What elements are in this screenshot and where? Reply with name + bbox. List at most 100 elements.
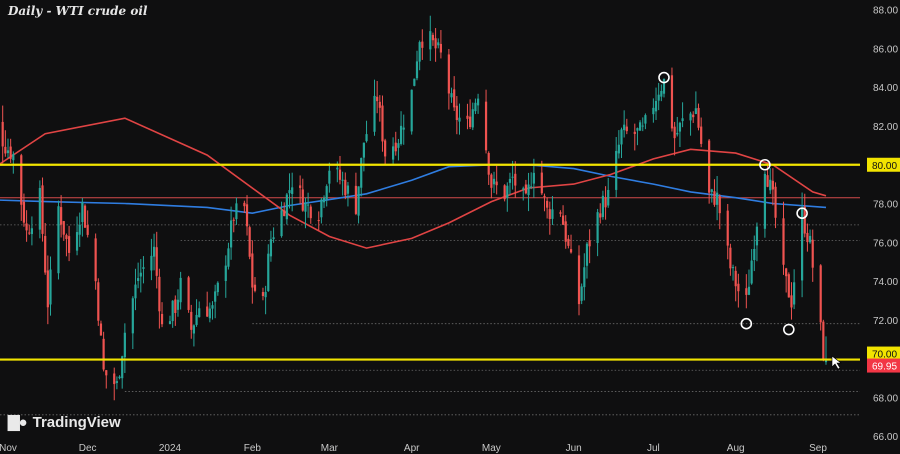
candle-body [710,189,713,192]
candle-body [567,238,570,246]
candle-body [476,98,480,106]
brand-name: TradingView [32,413,121,431]
candle-body [195,314,198,325]
candle-body [652,107,655,115]
candle-body [540,172,543,194]
candle-body [264,291,267,298]
candle-body [198,308,201,318]
candle-body [137,278,140,281]
candle-body [824,359,828,363]
candle-body [604,197,607,208]
candle-body [288,190,291,194]
candle-body [782,218,785,265]
candle-body [692,114,695,118]
candle-body [492,178,496,185]
candle-body [514,173,517,186]
candle-body [25,223,28,231]
candle-body [115,381,118,383]
price-tick-label: 66.00 [873,432,898,443]
candle-body [694,108,697,115]
candle-body [376,96,379,102]
candle-body [211,305,214,309]
moving-averages [0,117,827,249]
candle-body [429,31,432,50]
candle-body [689,113,692,121]
candle-body [402,127,405,130]
tradingview-logo-icon: ▇● [8,414,28,431]
candle-body [12,154,15,161]
price-axis[interactable]: 66.00 68.00 70.00 72.00 74.00 76.00 78.00 80.00… [867,6,900,443]
swing-markers [658,71,808,336]
candle-body [708,140,711,193]
candle-body [267,253,270,292]
candle-body [793,282,796,305]
swing-marker [796,207,808,220]
candle-body [755,226,759,246]
candle-body [530,186,533,188]
candle-body [283,210,286,217]
candle-body [771,180,774,190]
candle-body [227,248,230,267]
candle-body [625,126,628,132]
candle-body [524,184,527,194]
candle-body [304,202,307,212]
candle-body [532,172,535,184]
candle-body [243,202,246,207]
candle-body [811,239,814,268]
candle-body [819,265,822,323]
candle-body [142,267,145,269]
candle-body [413,78,416,86]
candle-body [190,311,193,330]
candle-body [60,207,63,225]
price-tick-label: 78.00 [873,200,898,211]
candle-body [399,125,403,144]
candle-body [697,107,700,128]
candle-body [439,43,443,53]
candle-body [641,125,644,127]
candle-body [118,376,121,379]
candle-body [670,75,674,129]
candle-body [726,210,729,246]
candle-body [248,227,251,257]
candle-body [617,144,620,154]
candle-body [30,228,34,235]
candle-body [83,205,87,228]
candle-body [644,115,647,124]
candle-body [174,299,177,313]
candle-body [253,284,257,291]
swing-marker [759,158,771,171]
candle-body [790,295,793,308]
candle-body [346,185,350,194]
candle-body [415,61,419,79]
candle-body [291,187,294,194]
candle-body [328,170,331,184]
candle-body [299,185,302,188]
last-price-label: 69.95 [872,362,897,373]
candle-body [245,204,249,227]
candle-body [301,189,304,211]
candle-body [44,235,47,273]
candle-body [620,129,623,145]
candle-body [716,192,719,205]
candle-body [623,124,626,131]
time-tick-label: Sep [809,443,827,454]
candle-body [160,313,164,325]
mouse-cursor-icon [831,355,842,370]
candle-body [139,272,142,277]
candle-body [336,167,339,170]
candle-body [803,206,806,234]
time-axis[interactable]: Nov Dec 2024 Feb Mar Apr May Jun Jul Aug Sep [0,443,827,454]
key-levels [0,163,860,361]
tradingview-brand[interactable]: ▇● TradingView [8,413,121,432]
candle-body [338,169,342,180]
candle-body [325,186,328,200]
candle-body [588,240,591,247]
candle-body [469,116,472,128]
candle-body [232,219,235,221]
candle-body [599,213,602,218]
level-price-tag [867,157,900,172]
candle-body [78,224,81,235]
candle-body [105,370,108,376]
swing-marker [658,71,670,84]
